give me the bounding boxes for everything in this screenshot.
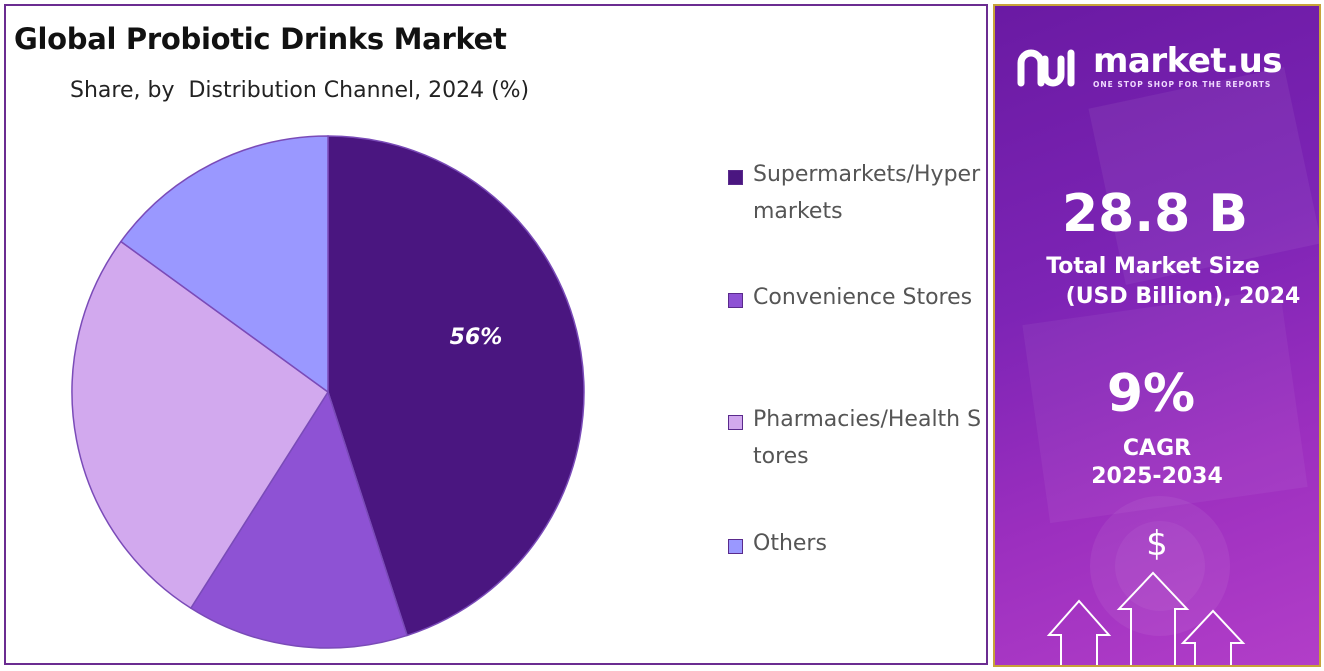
chart-subtitle: Share, by Distribution Channel, 2024 (%) [70,78,530,103]
pie-slice-convenience [189,390,409,649]
legend-label: Convenience Stores [753,285,973,310]
chart-panel: Global Probiotic Drinks Market Share, by… [4,4,988,665]
legend-label: Others [753,531,827,556]
brand: market.us ONE STOP SHOP FOR THE REPORTS [1017,41,1283,89]
info-panel: market.us ONE STOP SHOP FOR THE REPORTS … [993,4,1321,667]
legend-item-convenience: Convenience Stores [728,279,986,316]
cagr-label: CAGR [1122,436,1192,461]
up-arrow-icon [1046,571,1246,665]
legend-swatch [728,415,743,430]
market-size-unit-label: (USD Billion), 2024 [1065,284,1301,309]
chart-title: Global Probiotic Drinks Market [14,22,507,56]
legend-item-others: Others [728,525,986,562]
pie-slice-pharmacies [71,240,330,610]
legend-item-pharmacies: Pharmacies/Health Stores [728,401,986,475]
brand-tagline: ONE STOP SHOP FOR THE REPORTS [1093,80,1272,89]
market-size-value: 28.8 B [1061,184,1249,244]
legend-item-supermarkets: Supermarkets/Hypermarkets [728,156,986,230]
brand-name: market.us [1093,41,1283,81]
legend-label: Supermarkets/Hypermarkets [753,162,981,224]
cagr-value: 9% [1106,364,1196,424]
market-us-logo-icon [1017,49,1075,86]
background-decoration [1022,67,1319,636]
dollar-icon: $ [1146,524,1168,564]
market-size-label: Total Market Size [1046,254,1260,279]
data-label: 56% [450,325,503,350]
pie-chart: 56% [71,135,585,649]
cagr-period: 2025-2034 [1091,464,1223,489]
legend-swatch [728,539,743,554]
legend-swatch [728,170,743,185]
pie-slice-others [119,135,329,394]
pie-slice-supermarkets [327,135,585,637]
legend-swatch [728,293,743,308]
legend-label: Pharmacies/Health Stores [753,407,982,469]
